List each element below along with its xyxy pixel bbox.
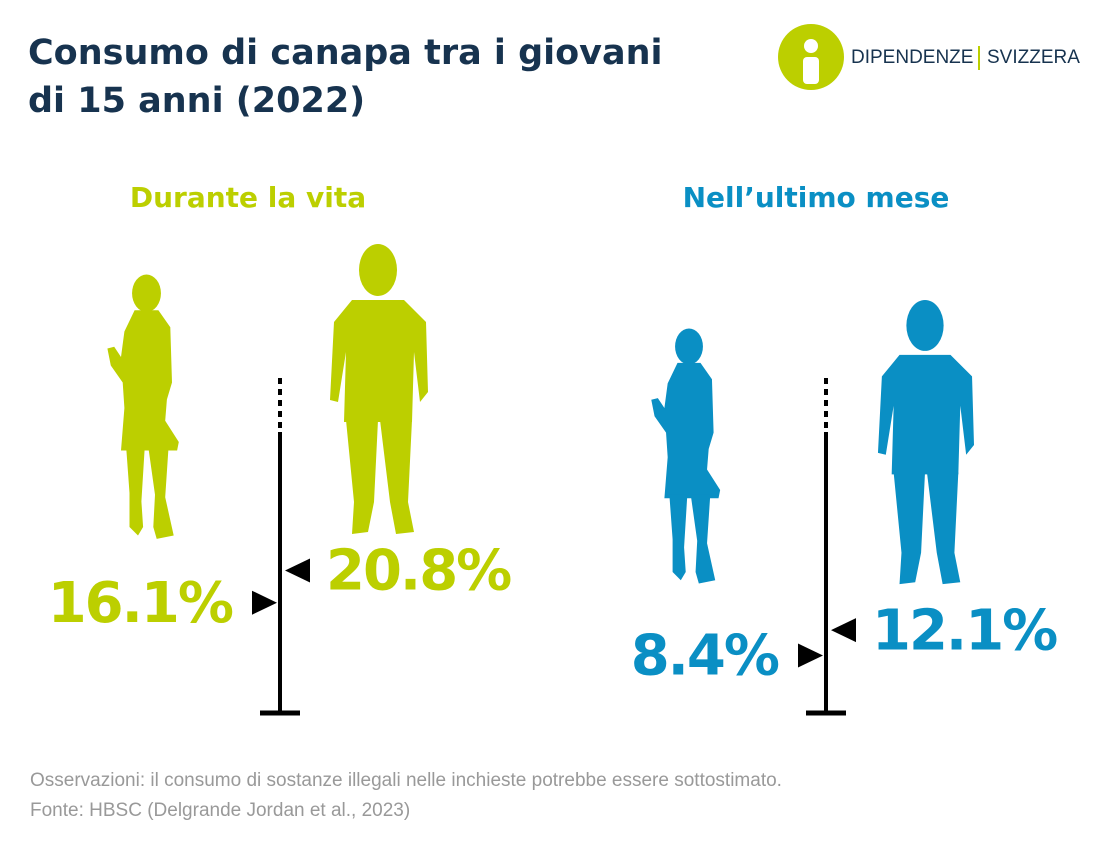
male-figure xyxy=(877,299,974,585)
value-label: 8.4% xyxy=(631,624,779,689)
value-marker xyxy=(285,558,310,583)
title: Consumo di canapa tra i giovani di 15 ann… xyxy=(28,33,663,121)
female-figure xyxy=(107,274,179,539)
note: Osservazioni: il consumo di sostanze ill… xyxy=(30,770,782,791)
value-marker xyxy=(252,590,277,615)
panel-title: Nell’ultimo mese xyxy=(683,181,950,214)
panel-title: Durante la vita xyxy=(130,181,366,214)
value-label: 12.1% xyxy=(872,598,1057,663)
value-marker xyxy=(831,618,856,643)
logo-left: DIPENDENZE xyxy=(851,47,973,68)
male-figure xyxy=(330,244,428,534)
value-marker xyxy=(798,643,823,668)
female-figure xyxy=(651,328,721,584)
source: Fonte: HBSC (Delgrande Jordan et al., 20… xyxy=(30,800,410,821)
value-label: 16.1% xyxy=(48,571,233,636)
logo-icon-body xyxy=(803,57,819,84)
logo-right: SVIZZERA xyxy=(987,47,1080,68)
logo-icon-dot xyxy=(804,39,818,53)
value-label: 20.8% xyxy=(326,539,511,604)
